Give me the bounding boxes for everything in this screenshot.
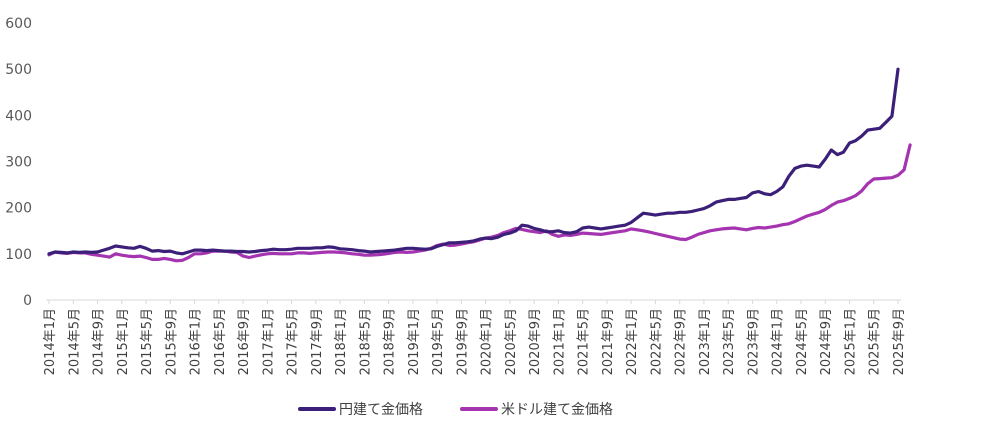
- legend: 円建て金価格 米ドル建て金価格: [298, 402, 613, 418]
- x-tick-label: 2019年1月: [407, 308, 422, 375]
- x-tick-label: 2024年1月: [771, 308, 786, 375]
- x-tick-label: 2025年9月: [892, 308, 907, 375]
- x-tick-label: 2014年1月: [43, 308, 58, 375]
- x-tick-label: 2022年9月: [674, 308, 689, 375]
- x-tick-label: 2020年5月: [504, 308, 519, 375]
- y-tick-label: 400: [5, 108, 32, 124]
- series-line-yen: [47, 67, 900, 256]
- x-tick-label: 2018年9月: [383, 308, 398, 375]
- x-tick-label: 2019年9月: [455, 308, 470, 375]
- y-tick-label: 0: [23, 293, 32, 309]
- x-tick-label: 2017年5月: [286, 308, 301, 375]
- x-tick-label: 2023年1月: [698, 308, 713, 375]
- x-tick-label: 2015年5月: [140, 308, 155, 375]
- x-axis-ticks: [48, 300, 899, 304]
- x-tick-label: 2015年9月: [164, 308, 179, 375]
- x-tick-label: 2025年5月: [868, 308, 883, 375]
- legend-label-yen: 円建て金価格: [339, 402, 423, 418]
- x-tick-label: 2022年5月: [649, 308, 664, 375]
- x-tick-label: 2023年9月: [747, 308, 762, 375]
- x-tick-label: 2024年5月: [795, 308, 810, 375]
- x-tick-label: 2022年1月: [625, 308, 640, 375]
- x-tick-label: 2016年9月: [237, 308, 252, 375]
- x-tick-label: 2025年1月: [844, 308, 859, 375]
- series-lines: [47, 67, 912, 263]
- x-axis-labels: 2014年1月 2014年5月 2014年9月 2015年1月 2015年5月 2015年…: [43, 308, 907, 375]
- y-tick-label: 200: [5, 201, 32, 217]
- y-tick-label: 500: [5, 62, 32, 78]
- x-tick-label: 2015年1月: [116, 308, 131, 375]
- x-tick-label: 2019年5月: [431, 308, 446, 375]
- x-tick-label: 2020年1月: [480, 308, 495, 375]
- y-tick-label: 300: [5, 155, 32, 171]
- x-tick-label: 2016年5月: [213, 308, 228, 375]
- x-tick-label: 2021年9月: [601, 308, 616, 375]
- series-line-usd: [47, 143, 912, 263]
- x-tick-label: 2021年5月: [577, 308, 592, 375]
- x-tick-label: 2023年5月: [722, 308, 737, 375]
- x-tick-label: 2021年1月: [552, 308, 567, 375]
- x-tick-label: 2024年9月: [819, 308, 834, 375]
- x-tick-label: 2018年5月: [358, 308, 373, 375]
- x-tick-label: 2017年1月: [261, 308, 276, 375]
- x-tick-label: 2016年1月: [189, 308, 204, 375]
- x-tick-label: 2020年9月: [528, 308, 543, 375]
- y-tick-label: 600: [5, 16, 32, 32]
- legend-label-usd: 米ドル建て金価格: [501, 402, 613, 418]
- x-tick-label: 2018年1月: [334, 308, 349, 375]
- y-axis-labels: 0 100 200 300 400 500 600: [5, 16, 32, 309]
- x-tick-label: 2014年5月: [67, 308, 82, 375]
- y-tick-label: 100: [5, 247, 32, 263]
- x-tick-label: 2014年9月: [92, 308, 107, 375]
- x-tick-label: 2017年9月: [310, 308, 325, 375]
